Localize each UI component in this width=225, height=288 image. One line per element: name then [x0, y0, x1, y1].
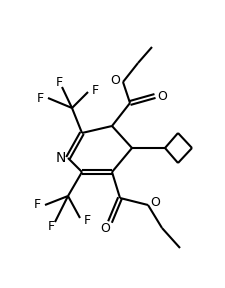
Text: O: O — [100, 221, 110, 234]
Text: F: F — [36, 92, 44, 105]
Text: N: N — [56, 151, 66, 165]
Text: O: O — [110, 73, 120, 86]
Text: F: F — [55, 77, 63, 90]
Text: F: F — [83, 215, 90, 228]
Text: F: F — [34, 198, 40, 211]
Text: O: O — [157, 90, 167, 103]
Text: O: O — [150, 196, 160, 209]
Text: F: F — [91, 84, 99, 96]
Text: F: F — [47, 221, 54, 234]
